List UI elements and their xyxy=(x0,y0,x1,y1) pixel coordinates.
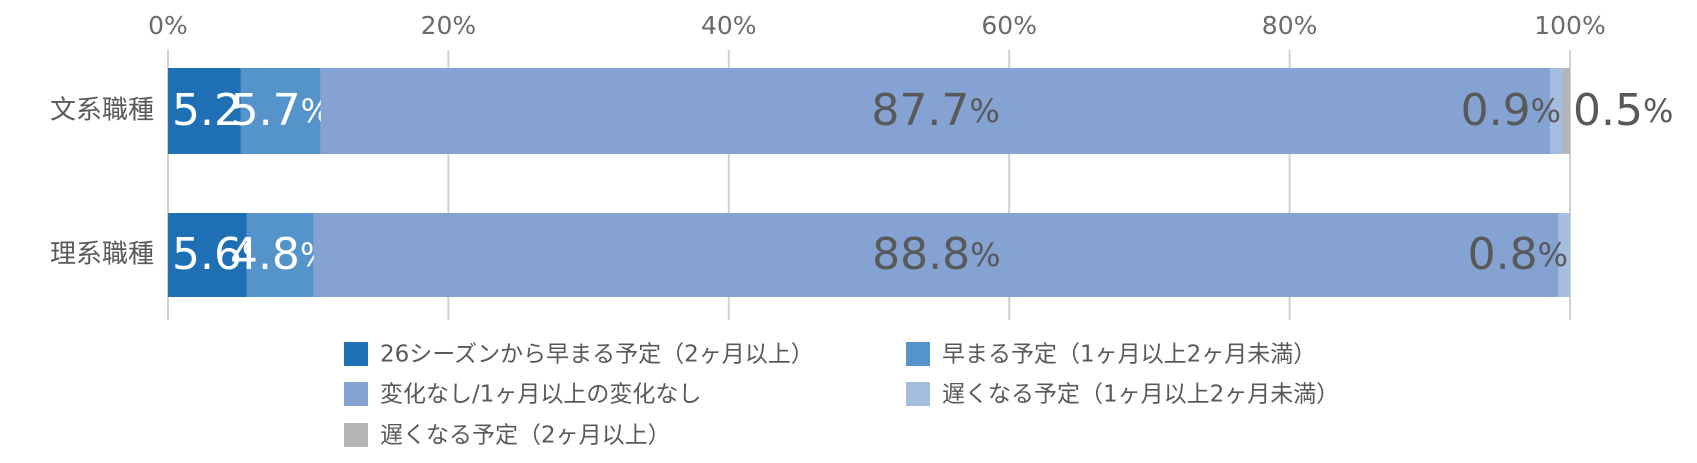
value-label: 88.8% xyxy=(872,229,1000,280)
legend-label: 26シーズンから早まる予定（2ヶ月以上） xyxy=(380,342,814,368)
x-tick-label: 0% xyxy=(148,11,188,40)
value-label: 0.9% xyxy=(1461,85,1561,136)
bar-segment xyxy=(1562,68,1570,154)
bar-segment xyxy=(320,68,1551,154)
legend-label: 遅くなる予定（2ヶ月以上） xyxy=(380,423,671,449)
legend-label: 遅くなる予定（1ヶ月以上2ヶ月未満） xyxy=(942,382,1339,408)
value-label: 0.5% xyxy=(1573,85,1673,136)
x-tick-label: 60% xyxy=(981,11,1037,40)
x-tick-label: 100% xyxy=(1534,11,1605,40)
legend-swatch xyxy=(344,423,368,447)
x-tick-label: 80% xyxy=(1262,11,1318,40)
bar-segment xyxy=(1558,213,1570,297)
bar-segment xyxy=(1550,68,1563,154)
legend-swatch xyxy=(344,342,368,366)
bar-segment xyxy=(168,68,241,154)
legend-swatch xyxy=(344,382,368,406)
category-label: 理系職種 xyxy=(50,240,154,270)
bar-segment xyxy=(168,213,247,297)
bar-segment xyxy=(246,213,314,297)
value-label: 87.7% xyxy=(871,85,999,136)
legend-label: 変化なし/1ヶ月以上の変化なし xyxy=(380,382,701,408)
legend-swatch xyxy=(906,382,930,406)
legend-swatch xyxy=(906,342,930,366)
category-label: 文系職種 xyxy=(50,96,154,126)
bar-segment xyxy=(313,213,1559,297)
x-tick-label: 40% xyxy=(701,11,757,40)
value-label: 5.7% xyxy=(231,85,331,136)
x-tick-label: 20% xyxy=(421,11,477,40)
legend-label: 早まる予定（1ヶ月以上2ヶ月未満） xyxy=(942,342,1316,368)
bar-segment xyxy=(240,68,321,154)
value-label: 0.8% xyxy=(1468,229,1568,280)
